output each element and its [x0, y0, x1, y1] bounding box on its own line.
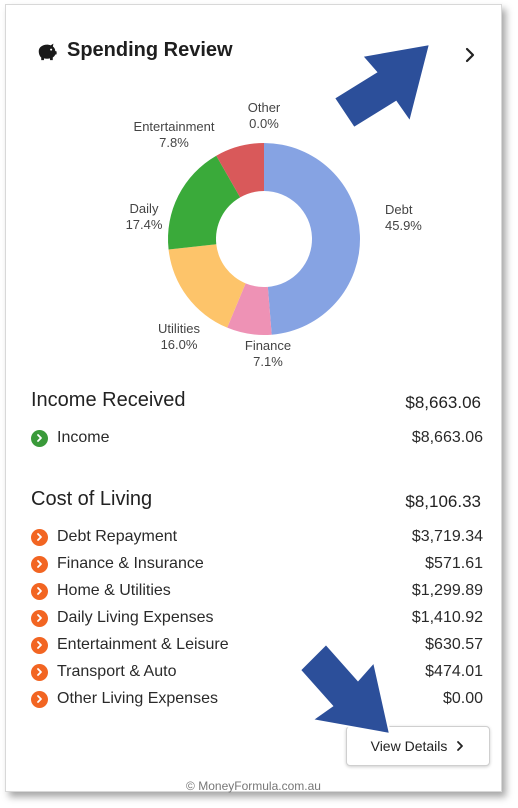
donut-slice-utilities: [168, 244, 246, 328]
slice-percent-label: 7.8%: [159, 135, 189, 150]
item-label: Daily Living Expenses: [57, 609, 214, 626]
income-total: $8,663.06: [405, 393, 481, 412]
donut-slice-entertainment: [216, 143, 264, 198]
slice-category-label: Entertainment: [134, 119, 215, 134]
donut-slice-debt: [264, 143, 360, 335]
list-item-income[interactable]: Income $8,663.06: [31, 425, 483, 451]
view-details-label: View Details: [370, 738, 448, 754]
view-details-button[interactable]: View Details: [346, 726, 490, 766]
item-value: $8,663.06: [411, 429, 483, 446]
slice-percent-label: 17.4%: [126, 217, 163, 232]
list-item-cost[interactable]: Home & Utilities $1,299.89: [31, 578, 483, 604]
donut-slice-finance: [227, 283, 272, 335]
list-item-cost[interactable]: Debt Repayment $3,719.34: [31, 524, 483, 550]
slice-category-label: Debt: [385, 202, 413, 217]
item-label: Income: [57, 429, 110, 446]
item-value: $474.01: [425, 663, 483, 680]
chevron-right-icon[interactable]: [31, 528, 48, 546]
item-value: $1,410.92: [411, 609, 483, 626]
chevron-right-icon[interactable]: [31, 555, 48, 573]
copyright-footer: © MoneyFormula.com.au: [186, 779, 321, 793]
chevron-right-icon[interactable]: [31, 582, 48, 600]
list-item-cost[interactable]: Daily Living Expenses $1,410.92: [31, 605, 483, 631]
slice-percent-label: 45.9%: [385, 218, 422, 233]
cost-section-title: Cost of Living: [31, 488, 153, 510]
list-item-cost[interactable]: Finance & Insurance $571.61: [31, 551, 483, 577]
spending-review-card: Spending Review Debt 45.9% Finance 7.1% Util…: [5, 4, 502, 793]
list-item-cost[interactable]: Entertainment & Leisure $630.57: [31, 632, 483, 658]
list-item-cost[interactable]: Other Living Expenses $0.00: [31, 686, 483, 712]
chevron-right-icon[interactable]: [31, 609, 48, 627]
slice-category-label: Finance: [245, 338, 291, 353]
spending-donut-chart: Debt 45.9% Finance 7.1% Utilities 16.0% Daily 1…: [6, 100, 501, 390]
chevron-right-icon: [457, 741, 464, 751]
card-title: Spending Review: [67, 39, 233, 61]
slice-percent-label: 16.0%: [161, 337, 198, 352]
chevron-right-icon[interactable]: [31, 690, 48, 708]
item-label: Debt Repayment: [57, 528, 178, 545]
item-value: $0.00: [442, 690, 483, 707]
donut-slice-daily: [167, 155, 241, 250]
income-section-title: Income Received: [31, 389, 186, 411]
item-label: Finance & Insurance: [57, 555, 204, 572]
item-value: $3,719.34: [411, 528, 483, 545]
cost-total: $8,106.33: [405, 492, 481, 511]
piggy-bank-icon: [38, 43, 57, 60]
item-value: $1,299.89: [411, 582, 483, 599]
item-value: $571.61: [425, 555, 483, 572]
slice-category-label: Other: [248, 100, 281, 115]
chevron-right-icon[interactable]: [31, 663, 48, 681]
chevron-right-icon[interactable]: [31, 429, 48, 447]
item-label: Home & Utilities: [57, 582, 171, 599]
slice-percent-label: 0.0%: [249, 116, 279, 131]
chevron-right-icon[interactable]: [461, 45, 479, 65]
slice-category-label: Utilities: [158, 321, 200, 336]
list-item-cost[interactable]: Transport & Auto $474.01: [31, 659, 483, 685]
item-label: Entertainment & Leisure: [57, 636, 229, 653]
card-header: Spending Review: [36, 39, 233, 62]
item-label: Transport & Auto: [57, 663, 177, 680]
item-label: Other Living Expenses: [57, 690, 218, 707]
chevron-right-icon[interactable]: [31, 636, 48, 654]
slice-percent-label: 7.1%: [253, 354, 283, 369]
slice-category-label: Daily: [130, 201, 159, 216]
item-value: $630.57: [425, 636, 483, 653]
